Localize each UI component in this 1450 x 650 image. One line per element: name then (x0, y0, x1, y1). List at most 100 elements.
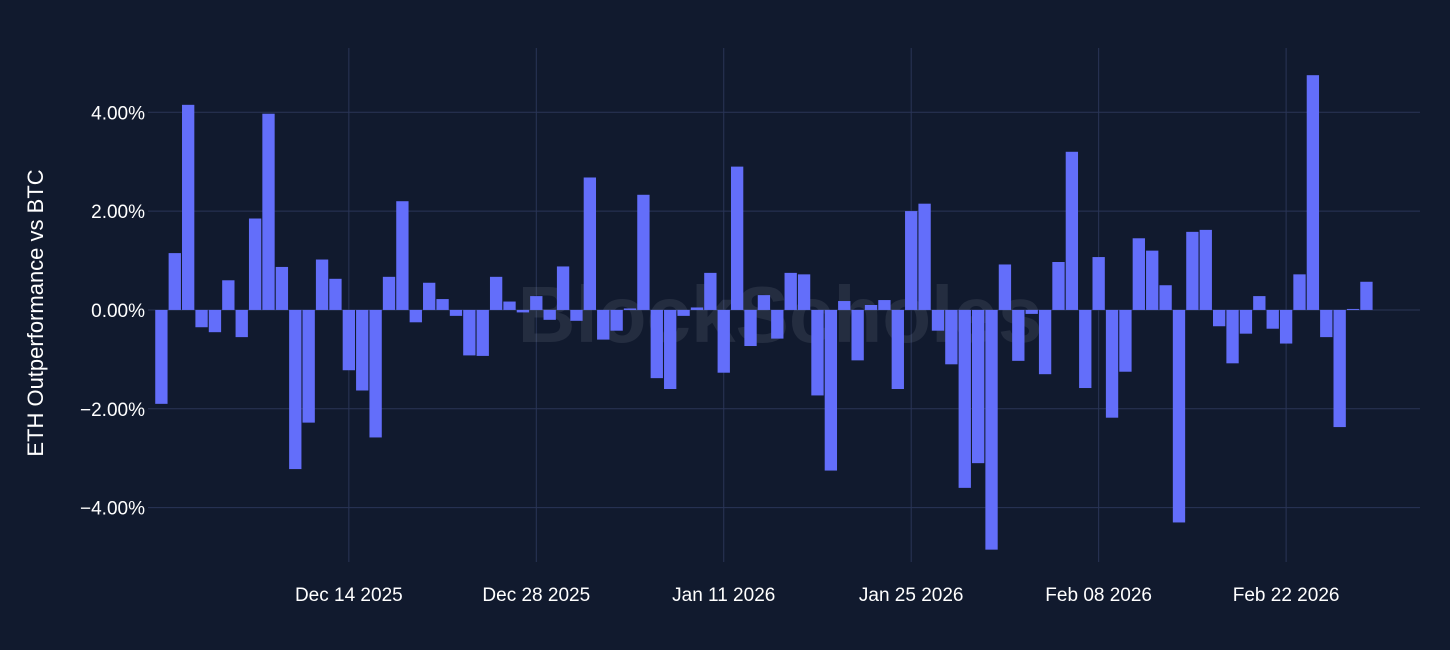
bar (1025, 309, 1038, 314)
bar (1012, 309, 1025, 361)
bar (784, 272, 797, 310)
bar (262, 113, 275, 310)
bar (1146, 250, 1159, 310)
bar (289, 309, 302, 470)
bar (891, 309, 904, 390)
bar (690, 307, 704, 310)
bar (945, 309, 958, 365)
bar (516, 309, 530, 313)
x-axis-ticks: Dec 14 2025 Dec 28 2025 Jan 11 2026 Jan 25 … (295, 585, 1339, 606)
bar (1253, 296, 1266, 310)
bar (717, 309, 730, 373)
bar (1119, 309, 1132, 372)
bar (864, 305, 878, 310)
bar (195, 309, 208, 328)
bar (155, 309, 168, 404)
bar (878, 300, 891, 310)
bar (1052, 262, 1065, 310)
bar (369, 309, 382, 438)
bar (570, 309, 583, 321)
bar (1038, 309, 1052, 375)
bar (409, 309, 422, 323)
bar (664, 309, 677, 390)
x-tick-label: Jan 11 2026 (672, 585, 775, 606)
bar (610, 309, 623, 331)
x-tick-label: Dec 14 2025 (295, 585, 403, 606)
bar (905, 211, 918, 310)
y-tick-label: 4.00% (91, 103, 145, 124)
x-tick-label: Jan 25 2026 (859, 585, 964, 606)
x-tick-label: Feb 08 2026 (1045, 585, 1152, 606)
x-tick-label: Dec 28 2025 (482, 585, 590, 606)
bar (423, 282, 436, 310)
bar (530, 296, 543, 310)
bar (302, 309, 315, 423)
bar (1346, 308, 1360, 310)
bar (730, 166, 744, 310)
bar (998, 264, 1012, 310)
bar (1320, 309, 1333, 338)
bar (1226, 309, 1239, 364)
bar (1293, 274, 1306, 310)
bar (811, 309, 824, 396)
y-tick-label: −2.00% (80, 400, 145, 421)
bar (1065, 151, 1079, 310)
bar (757, 295, 771, 310)
bar (677, 309, 690, 316)
y-axis-ticks: 4.00% 2.00% 0.00% −2.00% −4.00% (80, 103, 145, 519)
bar (396, 201, 409, 310)
bar (1079, 309, 1092, 389)
bar (436, 299, 449, 310)
bar (1212, 309, 1226, 327)
bar (556, 266, 570, 310)
bar (329, 278, 342, 310)
bar (235, 309, 248, 338)
bar (275, 266, 289, 310)
bar (583, 177, 597, 310)
bar (168, 253, 181, 310)
bar (931, 309, 945, 331)
bar (623, 308, 637, 310)
bar (356, 309, 369, 391)
bar (985, 309, 998, 550)
y-axis-title: ETH Outperformance vs BTC (23, 169, 48, 456)
bar (543, 309, 556, 320)
y-tick-label: 0.00% (91, 301, 145, 322)
bar (489, 276, 503, 310)
y-tick-label: −4.00% (80, 499, 145, 520)
x-tick-label: Feb 22 2026 (1233, 585, 1340, 606)
bar (1360, 281, 1373, 310)
bar (971, 309, 985, 464)
bar (382, 276, 396, 310)
bar (1239, 309, 1253, 334)
bar (597, 309, 610, 340)
bar (1266, 309, 1279, 329)
bar (838, 301, 851, 310)
bar (463, 309, 476, 356)
bar (918, 203, 931, 310)
bar (248, 218, 262, 310)
bar (503, 301, 516, 310)
bar (342, 309, 356, 371)
bar (1105, 309, 1119, 418)
bar (637, 194, 650, 310)
bar (958, 309, 971, 488)
bar (650, 309, 663, 379)
bar (1159, 285, 1172, 310)
bar (208, 309, 222, 333)
bar (851, 309, 864, 361)
bar (797, 274, 811, 310)
bar (182, 104, 195, 310)
bar (1279, 309, 1293, 344)
bar (744, 309, 757, 347)
bar (771, 309, 784, 339)
bar (1306, 75, 1320, 310)
bars (155, 75, 1373, 550)
bar (1092, 257, 1105, 310)
bar (1186, 231, 1199, 310)
y-tick-label: 2.00% (91, 202, 145, 223)
bar (222, 280, 235, 310)
bar (1333, 309, 1346, 428)
bar (1172, 309, 1186, 523)
